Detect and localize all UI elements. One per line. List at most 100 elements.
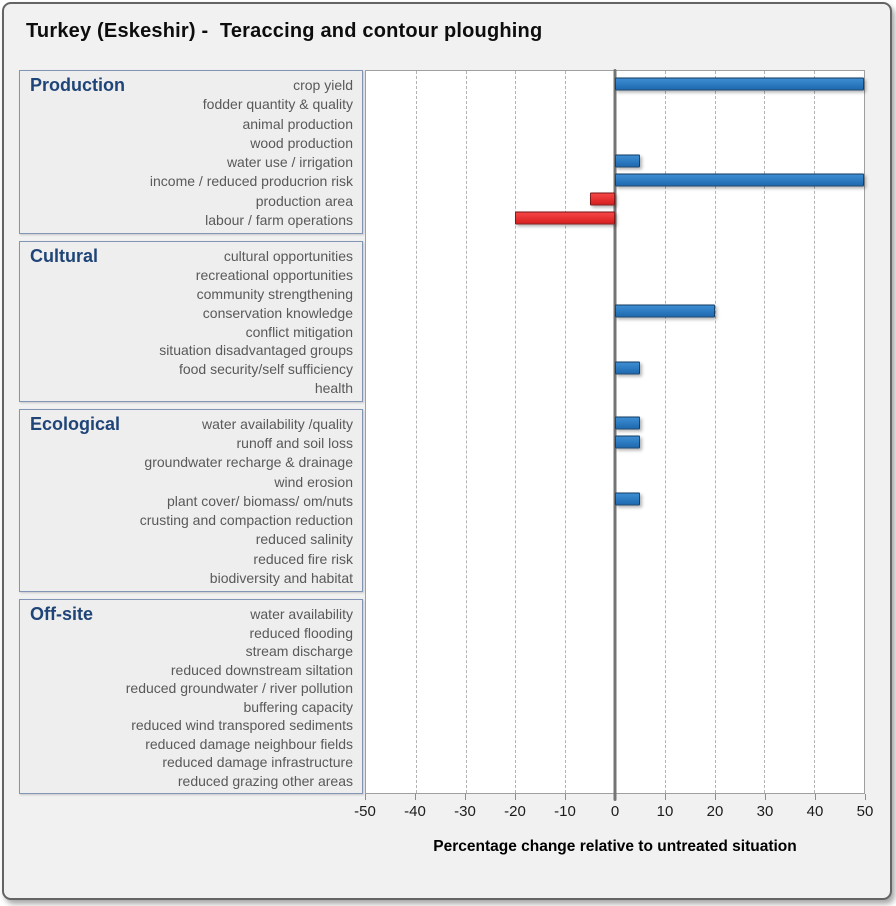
row-label-cultural-opportunities: cultural opportunities: [223, 248, 353, 264]
bar-conservation-knowledge: [615, 304, 715, 318]
bar-runoff-and-soil-loss: [615, 435, 640, 449]
row-label-health: health: [314, 380, 353, 397]
gridline-20: [714, 71, 716, 793]
row-label-wind-erosion: wind erosion: [274, 473, 353, 490]
bar-row-runoff-and-soil-loss: [366, 432, 864, 451]
bar-row-labour-farm-operations: [366, 209, 864, 228]
panel-header-production: Production: [30, 75, 125, 95]
row-label-fodder-quantity-quality: fodder quantity & quality: [202, 96, 353, 113]
tick-mark--40: [415, 794, 416, 800]
gridline--40: [415, 71, 417, 793]
panel-off-site: Off-site water availability reduced floodi…: [19, 599, 363, 794]
row-label-biodiversity-and-habitat: biodiversity and habitat: [209, 569, 353, 586]
row-label-stream-discharge: stream discharge: [245, 643, 353, 659]
row-label-community-strengthening: community strengthening: [196, 285, 353, 302]
tick-mark-40: [815, 794, 816, 800]
gridline-10: [664, 71, 666, 793]
row-label-food-security-self-sufficiency: food security/self sufficiency: [178, 361, 353, 378]
tick-mark--50: [365, 794, 366, 800]
bar-group-ecological: [366, 413, 864, 588]
tick-mark-30: [765, 794, 766, 800]
tick-label-40: 40: [806, 803, 824, 820]
x-axis-ticks: -50 -40 -30 -20 -10 0 10 20 30 40 50: [354, 794, 873, 828]
row-label-situation-disadvantaged-groups: situation disadvantaged groups: [159, 342, 353, 359]
gridline--30: [465, 71, 467, 793]
tick-label--40: -40: [404, 803, 426, 820]
tick-mark--10: [565, 794, 566, 800]
row-label-crop-yield: crop yield: [293, 77, 353, 93]
bar-row-plant-cover-biomass-om-nuts: [366, 490, 864, 509]
bar-water-availability-quality: [615, 416, 640, 430]
row-label-reduced-salinity: reduced salinity: [255, 531, 353, 548]
row-label-reduced-flooding: reduced flooding: [249, 624, 353, 641]
row-label-conflict-mitigation: conflict mitigation: [245, 323, 353, 340]
row-label-crusting-and-compaction-reduction: crusting and compaction reduction: [139, 512, 353, 529]
row-label-buffering-capacity: buffering capacity: [243, 698, 353, 715]
zero-axis-line: [613, 69, 617, 801]
row-label-animal-production: animal production: [242, 115, 353, 132]
bar-row-food-security-self-sufficiency: [366, 358, 864, 377]
tick-label-50: 50: [856, 803, 874, 820]
bar-plant-cover-biomass-om-nuts: [615, 492, 640, 506]
tick-mark-10: [665, 794, 666, 800]
tick-label-10: 10: [656, 803, 674, 820]
row-label-conservation-knowledge: conservation knowledge: [202, 304, 353, 321]
tick-mark-50: [865, 794, 866, 800]
tick-mark--20: [515, 794, 516, 800]
row-label-labour-farm-operations: labour / farm operations: [205, 211, 353, 228]
gridline-30: [764, 71, 766, 793]
panel-rows: water availability reduced flooding stream…: [20, 605, 353, 790]
bar-row-water-availability-quality: [366, 413, 864, 432]
row-label-reduced-damage-neighbour-fields: reduced damage neighbour fields: [145, 735, 353, 752]
bar-crop-yield: [615, 77, 864, 91]
tick-label-0: 0: [610, 803, 620, 820]
bar-row-production-area: [366, 190, 864, 209]
tick-label-30: 30: [756, 803, 774, 820]
plot-area: [365, 69, 865, 801]
panel-header-cultural: Cultural: [30, 246, 99, 266]
bar-row-income-reduced-producrion-risk: [366, 170, 864, 189]
bar-water-use-irrigation: [615, 154, 640, 168]
chart-title: Turkey (Eskeshir) - Teraccing and contou…: [26, 20, 543, 42]
panel-production: Production crop yield fodder quantity & qu…: [19, 70, 363, 234]
bar-food-security-self-sufficiency: [615, 361, 640, 375]
row-label-water-availability: water availability: [250, 606, 353, 622]
tick-label--30: -30: [454, 803, 476, 820]
row-label-runoff-and-soil-loss: runoff and soil loss: [236, 435, 353, 452]
bar-row-conservation-knowledge: [366, 302, 864, 321]
tick-label--50: -50: [354, 803, 376, 820]
bar-production-area: [590, 192, 615, 206]
gridline--10: [565, 71, 567, 793]
row-label-wood-production: wood production: [250, 134, 353, 151]
panel-rows: crop yield fodder quantity & quality anima…: [20, 76, 353, 230]
panel-header-off-site: Off-site: [30, 604, 93, 624]
bar-row-water-use-irrigation: [366, 151, 864, 170]
row-label-reduced-downstream-siltation: reduced downstream siltation: [170, 661, 353, 678]
panel-header-ecological: Ecological: [30, 414, 121, 434]
bar-group-production: [366, 74, 864, 230]
gridline-40: [814, 71, 816, 793]
panel-cultural: Cultural cultural opportunities recreation…: [19, 241, 363, 402]
tick-label-20: 20: [706, 803, 724, 820]
panel-rows: cultural opportunities recreational oppor…: [20, 247, 353, 398]
row-label-water-use-irrigation: water use / irrigation: [226, 154, 353, 170]
row-label-reduced-damage-infrastructure: reduced damage infrastructure: [162, 754, 353, 770]
tick-mark--30: [465, 794, 466, 800]
x-axis-title: Percentage change relative to untreated …: [433, 838, 797, 855]
row-label-reduced-groundwater-river-pollution: reduced groundwater / river pollution: [125, 680, 353, 696]
bar-labour-farm-operations: [515, 211, 615, 225]
tick-mark-20: [715, 794, 716, 800]
row-label-reduced-grazing-other-areas: reduced grazing other areas: [177, 772, 353, 789]
category-panels: Production crop yield fodder quantity & qu…: [19, 70, 363, 794]
row-label-reduced-wind-transpored-sediments: reduced wind transpored sediments: [131, 717, 353, 733]
gridline--20: [515, 71, 517, 793]
tick-label--20: -20: [504, 803, 526, 820]
bar-income-reduced-producrion-risk: [615, 173, 864, 187]
tick-label--10: -10: [554, 803, 576, 820]
row-label-reduced-fire-risk: reduced fire risk: [253, 550, 353, 567]
bar-row-crop-yield: [366, 74, 864, 93]
row-label-production-area: production area: [255, 192, 353, 209]
row-label-groundwater-recharge-drainage: groundwater recharge & drainage: [144, 454, 353, 471]
bar-group-cultural: [366, 245, 864, 398]
